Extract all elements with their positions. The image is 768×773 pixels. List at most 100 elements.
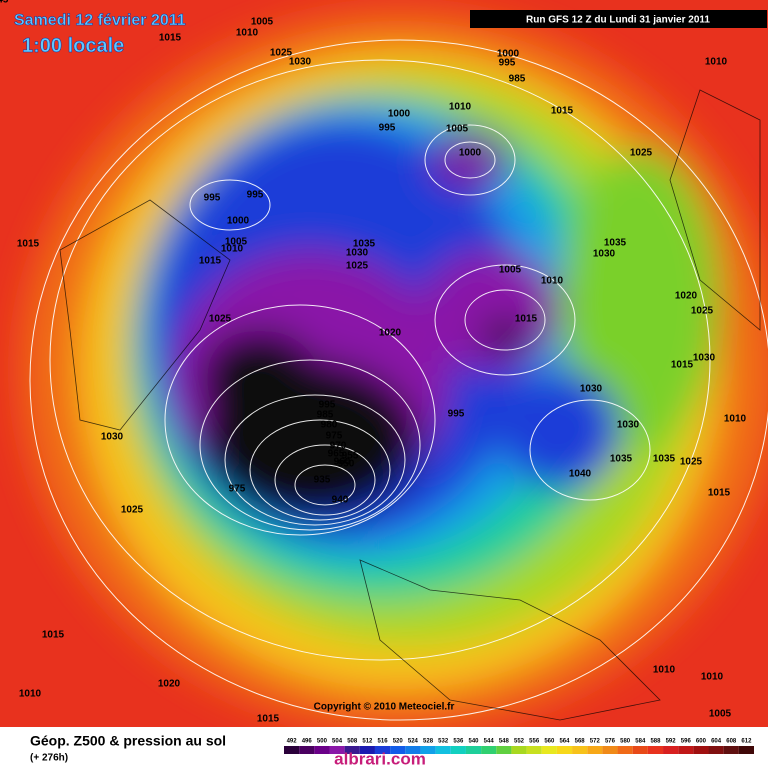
- isobar-label: 960: [334, 457, 351, 468]
- scale-label: 612: [741, 739, 752, 745]
- isobar-label: 1010: [221, 244, 244, 255]
- scale-label: 540: [469, 739, 480, 745]
- scale-label: 560: [544, 739, 555, 745]
- scale-label: 512: [362, 739, 373, 745]
- scale-label: 572: [590, 739, 601, 745]
- scale-swatch: [602, 746, 618, 754]
- isobar-label: 1005: [446, 124, 469, 135]
- isobar-label: 950: [338, 459, 355, 470]
- scale-swatch: [511, 746, 527, 754]
- isobar-label: 1015: [199, 256, 222, 267]
- scale-label: 496: [302, 739, 313, 745]
- isobar-label: 995: [204, 193, 221, 204]
- scale-label: 516: [378, 739, 389, 745]
- isobar-label: 1010: [705, 57, 728, 68]
- isobar-label: 1000: [388, 109, 411, 120]
- isobar-label: 1015: [671, 360, 694, 371]
- scale-label: 600: [696, 739, 707, 745]
- isobar-label: 1025: [680, 457, 703, 468]
- scale-swatch: [632, 746, 648, 754]
- scale-swatch: [314, 746, 330, 754]
- scale-swatch: [435, 746, 451, 754]
- scale-label: 504: [332, 739, 343, 745]
- isobar-label: 935: [314, 475, 331, 486]
- isobar-label: 985: [509, 74, 526, 85]
- isobar-label: 1005: [251, 17, 274, 28]
- scale-swatch: [359, 746, 375, 754]
- isobar-label: 1015: [159, 33, 182, 44]
- isobar-label: 1005: [709, 709, 732, 720]
- scale-swatch: [572, 746, 588, 754]
- run-banner: [470, 10, 767, 28]
- time-title: 1:00 locale: [22, 35, 124, 57]
- isobar-label: 1020: [158, 679, 181, 690]
- scale-label: 588: [650, 739, 661, 745]
- isobar-label: 1000: [459, 148, 482, 159]
- scale-swatch: [496, 746, 512, 754]
- isobar-label: 1035: [604, 238, 627, 249]
- isobar-label: 995: [499, 58, 516, 69]
- isobar-label: 1020: [675, 291, 698, 302]
- scale-label: 492: [287, 739, 298, 745]
- scale-label: 520: [393, 739, 404, 745]
- isobar-label: 1030: [617, 420, 640, 431]
- color-scale: 492 496 500 504 508 512 516 520 524 528 532 536 540 5…: [284, 739, 754, 754]
- isobar-label: 1000: [227, 216, 250, 227]
- scale-label: 568: [575, 739, 586, 745]
- scale-swatch: [556, 746, 573, 754]
- isobar-label: 1030: [101, 432, 124, 443]
- scale-swatch: [587, 746, 603, 754]
- isobar-label: 1020: [379, 328, 402, 339]
- scale-label: 592: [666, 739, 677, 745]
- isobar-label: 1015: [17, 239, 40, 250]
- scale-swatch: [663, 746, 679, 754]
- isobar-label: 1030: [693, 353, 716, 364]
- scale-label: 532: [438, 739, 449, 745]
- scale-swatch: [541, 746, 557, 754]
- scale-label: 552: [514, 739, 525, 745]
- scale-swatch: [450, 746, 466, 754]
- isobar-label: 985: [317, 410, 334, 421]
- scale-label: 556: [529, 739, 540, 745]
- scale-swatch: [647, 746, 664, 754]
- scale-swatch: [284, 746, 300, 754]
- isobar-label: 975: [326, 431, 343, 442]
- isobar-label: 1000: [497, 49, 520, 60]
- isobar-label: 1010: [449, 102, 472, 113]
- scale-swatch: [723, 746, 739, 754]
- isobar-label: 1010: [701, 672, 724, 683]
- scale-swatch: [329, 746, 345, 754]
- scale-swatch: [678, 746, 694, 754]
- isobar-label: 955: [342, 451, 359, 462]
- isobar-label: 1025: [346, 261, 369, 272]
- scale-swatch: [481, 746, 497, 754]
- scale-swatch: [526, 746, 542, 754]
- isobar-label: 945: [0, 0, 9, 6]
- isobar-label: 940: [332, 495, 349, 506]
- isobar-label: 970: [330, 441, 347, 452]
- isobar-label: 1005: [225, 237, 248, 248]
- scale-label: 564: [559, 739, 570, 745]
- watermark: albrari.com: [334, 749, 426, 768]
- isobar-label: 1015: [551, 106, 574, 117]
- isobar-label: 1015: [42, 630, 65, 641]
- scale-label: 524: [408, 739, 419, 745]
- isobar-label: 1025: [121, 505, 144, 516]
- copyright: Copyright © 2010 Meteociel.fr: [314, 702, 455, 713]
- isobar-label: 1010: [236, 28, 259, 39]
- isobar-label: 1040: [569, 469, 592, 480]
- scale-swatch: [465, 746, 482, 754]
- isobar-label: 1030: [346, 248, 369, 259]
- scale-label: 608: [726, 739, 737, 745]
- scale-label: 544: [484, 739, 495, 745]
- run-title: Run GFS 12 Z du Lundi 31 janvier 2011: [526, 15, 710, 26]
- isobar-label: 1025: [691, 306, 714, 317]
- footer-lead: (+ 276h): [30, 753, 68, 764]
- isobar-label: 1025: [209, 314, 232, 325]
- isobar-label: 995: [379, 123, 396, 134]
- scale-label: 500: [317, 739, 328, 745]
- isobar-label: 1015: [257, 714, 280, 725]
- isobar-label: 1010: [653, 665, 676, 676]
- isobar-label: 995: [448, 409, 465, 420]
